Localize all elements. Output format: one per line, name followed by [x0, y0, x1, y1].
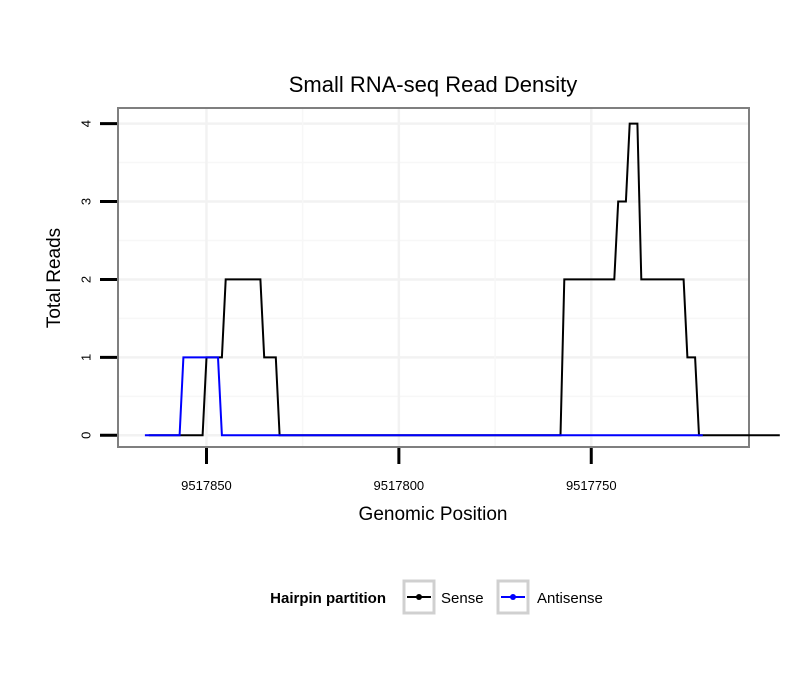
y-tick-label-1: 1 — [79, 354, 94, 361]
grid — [118, 108, 749, 447]
series-layer — [144, 122, 780, 437]
x-tick-label-0: 9517850 — [181, 478, 232, 493]
legend-title: Hairpin partition — [270, 590, 386, 607]
y-axis-label: Total Reads — [44, 228, 65, 328]
plot-area — [117, 107, 750, 448]
y-tick-label-0: 0 — [79, 432, 94, 439]
series-line-antisense — [144, 356, 703, 437]
legend-marker-antisense — [510, 594, 516, 600]
series-line-sense — [148, 122, 780, 437]
x-tick-label-1: 9517800 — [374, 478, 425, 493]
y-tick-label-2: 2 — [79, 276, 94, 283]
legend-label-antisense: Antisense — [537, 590, 603, 607]
chart-title: Small RNA-seq Read Density — [289, 72, 578, 97]
x-axis-label: Genomic Position — [359, 504, 508, 525]
axis-ticks: 9517850 9517800 9517750 0 1 2 3 4 — [79, 120, 617, 493]
legend: Hairpin partition Sense Antisense — [270, 579, 603, 615]
y-tick-label-3: 3 — [79, 198, 94, 205]
legend-marker-sense — [416, 594, 422, 600]
x-tick-label-2: 9517750 — [566, 478, 617, 493]
legend-label-sense: Sense — [441, 590, 484, 607]
y-tick-label-4: 4 — [79, 120, 94, 127]
